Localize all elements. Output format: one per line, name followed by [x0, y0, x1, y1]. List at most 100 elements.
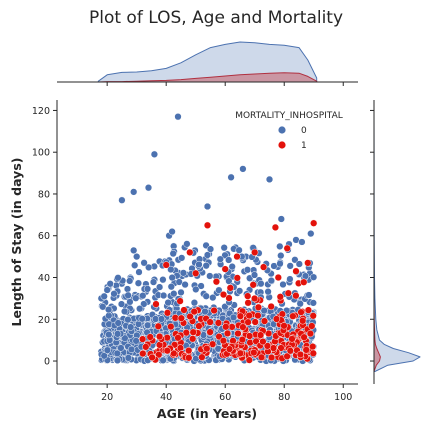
point-s1-239: [189, 335, 197, 343]
point-s1-251: [225, 345, 234, 353]
point-s0-1483: [209, 293, 217, 302]
point-s0-1317: [201, 307, 209, 316]
point-s0-1381: [170, 290, 178, 298]
point-s1-161: [189, 328, 197, 336]
point-s1-254: [254, 311, 262, 320]
point-s0-1429: [138, 315, 146, 323]
point-s1-212: [142, 343, 150, 351]
point-s0-993: [203, 251, 212, 259]
point-s1-171: [177, 314, 185, 322]
point-s0-1320: [221, 303, 229, 311]
marginal-x-survived: [97, 41, 318, 83]
point-s0-1154: [183, 240, 191, 248]
point-s0-1442: [117, 344, 125, 352]
point-s1-253: [244, 318, 252, 326]
point-s0-837: [155, 283, 164, 291]
point-s0-1475: [124, 354, 133, 362]
point-s0-844: [177, 288, 185, 297]
point-s0-1352: [167, 265, 175, 274]
x-tick-label-100: 100: [334, 392, 352, 403]
point-s1-235: [263, 342, 272, 350]
point-s1-97: [254, 303, 263, 311]
point-s0-1156: [164, 298, 172, 307]
legend-label-0: 0: [301, 126, 307, 136]
point-s0-948: [135, 268, 143, 276]
point-s0-862: [139, 292, 147, 300]
marginal-y-kde: [370, 100, 421, 384]
point-s1-46: [267, 302, 275, 311]
point-s0-1273: [228, 262, 236, 271]
point-s0-1473: [157, 315, 166, 323]
point-s0-441: [243, 266, 252, 274]
point-s1-273: [304, 259, 312, 267]
point-s1-115: [278, 310, 286, 318]
point-s0-1518: [130, 246, 138, 255]
point-s1-269: [186, 248, 194, 257]
point-s1-220: [249, 281, 257, 289]
point-s0-511: [267, 276, 275, 285]
point-s1-272: [283, 244, 291, 252]
point-s0-1417: [229, 313, 238, 322]
point-s1-217: [308, 322, 316, 330]
point-s1-208: [284, 289, 292, 297]
point-s1-154: [163, 309, 172, 317]
point-s1-267: [259, 263, 268, 271]
point-s0-334: [179, 269, 188, 277]
point-s0-1350: [124, 291, 132, 299]
point-s1-225: [229, 337, 237, 345]
point-s0-716: [167, 283, 175, 291]
point-s0-1519: [133, 252, 141, 261]
point-s1-165: [214, 319, 223, 327]
point-s1-18: [155, 351, 163, 359]
point-s1-193: [185, 346, 193, 355]
point-s0-1507: [265, 175, 274, 184]
point-s1-236: [245, 311, 253, 320]
point-s0-1400: [140, 259, 148, 267]
legend-marker-0: [278, 126, 286, 134]
point-s0-944: [159, 276, 167, 284]
point-s0-987: [216, 255, 224, 263]
point-s1-259: [206, 318, 214, 326]
y-tick-label-80: 80: [38, 189, 50, 200]
y-tick-label-100: 100: [32, 148, 50, 159]
point-s0-1512: [307, 229, 315, 238]
point-s1-266: [274, 273, 282, 282]
point-s0-1511: [168, 227, 176, 236]
point-s0-1395: [149, 278, 158, 286]
legend-marker-1: [278, 141, 286, 149]
point-s1-246: [304, 306, 313, 314]
point-s0-1497: [127, 345, 136, 354]
point-s0-1281: [197, 282, 205, 290]
point-s0-1270: [195, 260, 203, 269]
point-s0-1464: [126, 277, 134, 285]
point-s0-722: [140, 300, 148, 308]
point-s1-6: [167, 322, 175, 331]
point-s1-180: [219, 337, 228, 345]
point-s0-1410: [301, 272, 310, 280]
point-s1-263: [162, 261, 170, 269]
point-s0-1168: [276, 260, 284, 268]
point-s0-1485: [113, 330, 122, 338]
point-s1-189: [272, 315, 281, 323]
point-s0-1505: [227, 173, 235, 181]
point-s0-1267: [202, 292, 210, 300]
y-tick-label-60: 60: [38, 231, 50, 242]
point-s0-1196: [206, 272, 214, 280]
point-s1-32: [292, 292, 300, 300]
point-s0-315: [145, 263, 153, 272]
legend-title: MORTALITY_INHOSPITAL: [235, 111, 343, 121]
point-s1-247: [190, 307, 198, 316]
point-s1-200: [210, 306, 218, 315]
point-s0-1224: [309, 273, 318, 281]
point-s1-237: [203, 345, 211, 353]
point-s0-1289: [120, 307, 129, 316]
point-s0-1500: [174, 113, 182, 121]
point-s1-262: [310, 219, 318, 227]
legend: MORTALITY_INHOSPITAL 0 1: [235, 111, 343, 151]
point-s0-1416: [103, 346, 112, 354]
point-s1-150: [277, 344, 285, 352]
point-s1-270: [233, 252, 241, 261]
point-s0-868: [235, 246, 243, 254]
point-s1-86: [245, 356, 253, 364]
point-s1-116: [174, 334, 182, 342]
